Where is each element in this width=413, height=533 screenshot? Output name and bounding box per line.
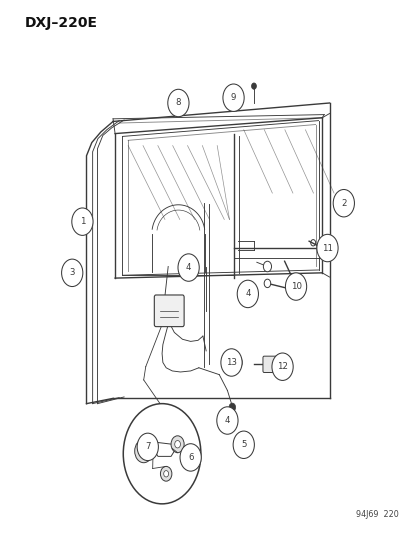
Circle shape: [62, 259, 83, 287]
Text: 94J69  220: 94J69 220: [355, 510, 398, 519]
Text: 4: 4: [185, 263, 191, 272]
Circle shape: [285, 273, 306, 300]
Text: 5: 5: [240, 440, 246, 449]
Circle shape: [221, 349, 242, 376]
Text: DXJ–220E: DXJ–220E: [25, 16, 98, 30]
Circle shape: [230, 355, 242, 370]
Text: 7: 7: [145, 442, 150, 451]
Text: 8: 8: [175, 99, 181, 108]
FancyBboxPatch shape: [262, 356, 287, 373]
Circle shape: [160, 466, 171, 481]
FancyBboxPatch shape: [154, 295, 184, 327]
Circle shape: [222, 84, 244, 111]
Circle shape: [174, 441, 180, 448]
Text: 12: 12: [276, 362, 287, 371]
Text: 10: 10: [290, 282, 301, 291]
Circle shape: [271, 353, 292, 381]
Circle shape: [163, 471, 168, 477]
Circle shape: [137, 433, 158, 461]
Circle shape: [180, 443, 201, 471]
Circle shape: [171, 436, 184, 453]
Circle shape: [71, 208, 93, 236]
Circle shape: [139, 446, 147, 456]
Circle shape: [233, 431, 254, 458]
Text: 1: 1: [79, 217, 85, 226]
Text: 11: 11: [321, 244, 332, 253]
Circle shape: [332, 190, 354, 217]
Circle shape: [263, 279, 270, 288]
Circle shape: [316, 235, 337, 262]
Circle shape: [216, 407, 237, 434]
Text: 3: 3: [69, 268, 75, 277]
Circle shape: [178, 254, 199, 281]
Text: 2: 2: [340, 199, 346, 208]
Text: 9: 9: [230, 93, 236, 102]
Circle shape: [228, 403, 235, 411]
Circle shape: [134, 440, 152, 463]
Circle shape: [167, 90, 189, 117]
Polygon shape: [154, 442, 174, 456]
Text: 4: 4: [224, 416, 230, 425]
Circle shape: [123, 403, 200, 504]
Circle shape: [251, 83, 256, 90]
Text: 6: 6: [188, 453, 193, 462]
Text: 13: 13: [225, 358, 236, 367]
Circle shape: [282, 358, 291, 371]
Circle shape: [237, 280, 258, 308]
Circle shape: [263, 261, 271, 272]
Text: 4: 4: [244, 289, 250, 298]
